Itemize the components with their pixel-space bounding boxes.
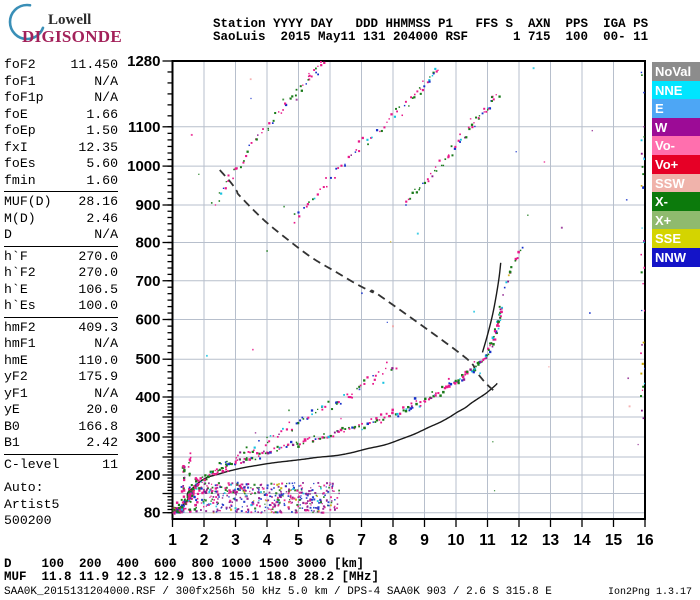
svg-text:400: 400 xyxy=(135,389,160,406)
svg-text:11: 11 xyxy=(479,532,496,549)
svg-text:5: 5 xyxy=(294,532,303,549)
svg-text:300: 300 xyxy=(135,429,160,446)
svg-text:700: 700 xyxy=(135,273,160,290)
svg-text:3: 3 xyxy=(231,532,240,549)
svg-text:500: 500 xyxy=(135,351,160,368)
svg-text:9: 9 xyxy=(420,532,429,549)
svg-text:16: 16 xyxy=(636,532,654,549)
svg-text:1280: 1280 xyxy=(127,53,160,70)
svg-text:1100: 1100 xyxy=(128,119,161,136)
svg-text:8: 8 xyxy=(389,532,398,549)
svg-text:4: 4 xyxy=(263,532,272,549)
svg-text:7: 7 xyxy=(357,532,366,549)
svg-text:900: 900 xyxy=(135,197,160,214)
svg-text:12: 12 xyxy=(510,532,527,549)
svg-text:2: 2 xyxy=(200,532,209,549)
svg-text:14: 14 xyxy=(573,532,591,549)
svg-text:15: 15 xyxy=(605,532,623,549)
svg-text:13: 13 xyxy=(542,532,560,549)
svg-text:600: 600 xyxy=(135,312,160,329)
svg-text:80: 80 xyxy=(144,505,161,522)
svg-text:10: 10 xyxy=(447,532,464,549)
svg-text:1: 1 xyxy=(168,532,177,549)
svg-text:200: 200 xyxy=(135,467,160,484)
svg-text:1000: 1000 xyxy=(127,158,160,175)
svg-text:800: 800 xyxy=(135,235,160,252)
svg-text:6: 6 xyxy=(326,532,335,549)
